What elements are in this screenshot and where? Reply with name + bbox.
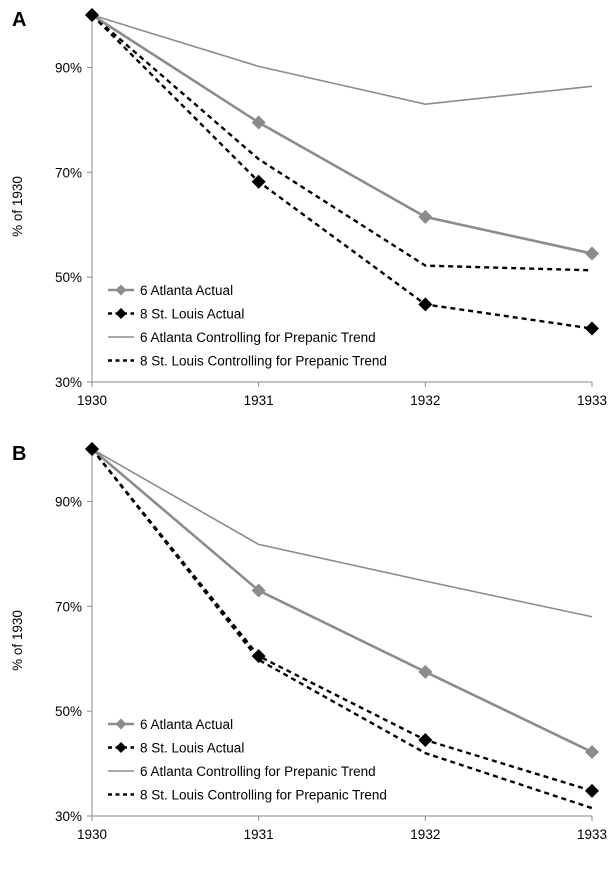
y-tick-label: 90% (55, 60, 82, 75)
x-tick-label: 1933 (577, 827, 607, 842)
series-line (91, 14, 593, 272)
x-tick-label: 1932 (410, 827, 440, 842)
legend-label: 6 Atlanta Actual (140, 283, 233, 298)
data-point (418, 732, 433, 747)
data-point (418, 297, 433, 312)
data-point (251, 649, 266, 664)
data-point (85, 442, 99, 456)
y-tick-label: 30% (55, 375, 82, 390)
data-point (585, 246, 599, 261)
y-axis-title: % of 1930 (10, 610, 25, 671)
y-tick-label: 90% (55, 494, 82, 509)
y-tick-label: 30% (55, 809, 82, 824)
y-tick-label: 50% (55, 270, 82, 285)
data-point (251, 115, 266, 130)
panel-label: A (12, 9, 26, 31)
series-line (91, 448, 593, 618)
y-tick-label: 70% (55, 165, 82, 180)
data-point (585, 321, 599, 336)
legend-label: 8 St. Louis Controlling for Prepanic Tre… (140, 354, 387, 369)
chart-a-svg: A 30% 50% 70% 90% 1930 1931 1932 1933 % of 1930 6 … (10, 8, 607, 408)
x-tick-label: 1930 (77, 393, 107, 408)
legend-marker (115, 742, 127, 753)
data-point (585, 783, 599, 798)
panel-label: B (12, 443, 26, 465)
data-point (418, 664, 433, 679)
legend-label: 8 St. Louis Actual (140, 307, 244, 322)
chart-panel-b: B 30% 50% 70% 90% 1930 1931 1932 1933 % of 1930 6 … (0, 434, 612, 868)
series-line (91, 448, 593, 810)
data-point (251, 583, 266, 598)
data-point (85, 8, 99, 22)
legend-marker (115, 308, 127, 319)
series-line (91, 448, 593, 754)
legend-marker (115, 284, 127, 296)
x-tick-label: 1933 (577, 393, 607, 408)
chart-b-svg: B 30% 50% 70% 90% 1930 1931 1932 1933 % of 1930 6 … (10, 442, 607, 842)
legend-label: 6 Atlanta Actual (140, 717, 233, 732)
y-tick-label: 70% (55, 599, 82, 614)
chart-panel-a: A 30% 50% 70% 90% 1930 1931 1932 1933 % of 1930 6 … (0, 0, 612, 434)
x-tick-label: 1931 (244, 827, 274, 842)
legend-label: 6 Atlanta Controlling for Prepanic Trend (140, 764, 376, 779)
series-line (91, 14, 593, 330)
legend-label: 8 St. Louis Actual (140, 741, 244, 756)
legend-marker (115, 718, 127, 730)
series-line (91, 13, 593, 255)
y-axis-title: % of 1930 (10, 176, 25, 237)
data-point (251, 174, 266, 189)
legend-label: 8 St. Louis Controlling for Prepanic Tre… (140, 788, 387, 803)
data-point (585, 745, 599, 760)
y-tick-label: 50% (55, 704, 82, 719)
x-tick-label: 1930 (77, 827, 107, 842)
series-line (91, 14, 593, 105)
legend-label: 6 Atlanta Controlling for Prepanic Trend (140, 330, 376, 345)
x-tick-label: 1932 (410, 393, 440, 408)
data-point (418, 209, 433, 224)
x-tick-label: 1931 (244, 393, 274, 408)
